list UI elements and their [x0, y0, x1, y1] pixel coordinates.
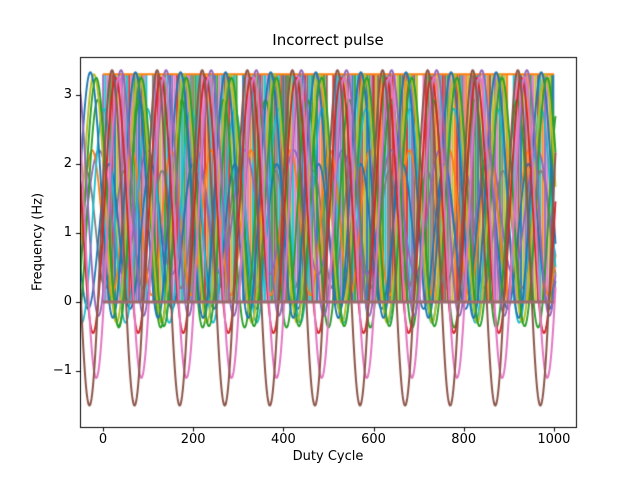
y-axis-label: Frequency (Hz) — [30, 192, 46, 292]
y-tick-label: −1 — [52, 363, 72, 379]
x-axis-label: Duty Cycle — [292, 449, 364, 464]
x-tick-label: 800 — [451, 432, 477, 447]
y-tick-label: 3 — [63, 86, 72, 102]
y-tick-label: 1 — [63, 225, 72, 241]
chart-title: Incorrect pulse — [272, 31, 384, 49]
x-tick-label: 400 — [270, 432, 296, 447]
x-tick-label: 0 — [98, 432, 108, 447]
x-tick-label: 200 — [180, 432, 206, 447]
x-tick-label: 1000 — [537, 432, 571, 447]
y-tick-label: 0 — [63, 294, 72, 310]
x-tick-label: 600 — [361, 432, 386, 447]
y-tick-label: 2 — [63, 155, 72, 171]
